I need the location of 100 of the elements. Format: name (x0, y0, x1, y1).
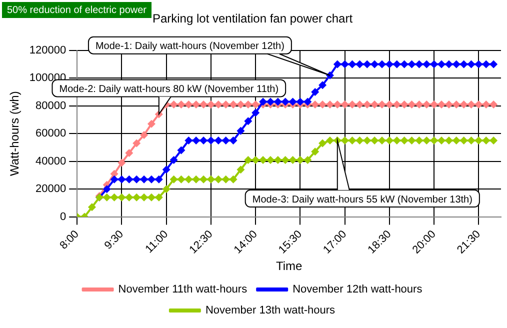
point (296, 156, 304, 164)
point (125, 149, 134, 158)
x-tick-label: 9:30 (102, 228, 126, 252)
point (363, 60, 372, 68)
point (274, 98, 282, 106)
point (356, 60, 364, 68)
point (452, 100, 460, 108)
point (244, 117, 252, 126)
point (266, 98, 274, 106)
point (467, 136, 476, 145)
point (318, 139, 327, 148)
point (281, 156, 290, 164)
point (252, 108, 260, 117)
point (467, 100, 476, 108)
point (140, 175, 148, 184)
point (400, 100, 408, 108)
point (170, 100, 178, 108)
point (170, 156, 178, 164)
point (318, 81, 327, 90)
point (363, 136, 372, 145)
point (415, 136, 424, 145)
point (192, 175, 200, 184)
point (363, 100, 372, 108)
point (184, 136, 193, 145)
point (452, 136, 460, 145)
point (236, 166, 245, 174)
point (438, 60, 446, 68)
y-tick-label: 120000 (29, 44, 66, 56)
point (348, 60, 356, 68)
point (154, 175, 163, 184)
point (288, 156, 297, 164)
point (444, 60, 453, 68)
x-axis-title: Time (276, 259, 302, 274)
point (118, 158, 126, 167)
annotation: Mode-1: Daily watt-hours (November 12th) (95, 41, 284, 52)
point (102, 185, 111, 194)
legend-label: November 12th watt-hours (292, 284, 423, 296)
point (110, 193, 118, 202)
point (222, 175, 230, 184)
point (296, 98, 304, 106)
point (400, 136, 408, 145)
y-tick-label: 20000 (36, 183, 66, 196)
point (356, 136, 364, 145)
point (162, 166, 170, 174)
y-tick-label: 80000 (36, 100, 66, 112)
point (400, 60, 408, 68)
point (177, 100, 186, 108)
point (102, 193, 111, 202)
point (288, 98, 297, 106)
point (281, 98, 290, 106)
point (162, 185, 170, 194)
point (415, 100, 424, 108)
point (408, 100, 416, 108)
point (200, 175, 208, 184)
point (170, 175, 178, 184)
y-tick-label: 60000 (36, 128, 66, 140)
point (147, 175, 156, 184)
point (311, 148, 320, 156)
point (311, 88, 320, 96)
point (154, 193, 163, 202)
point (222, 136, 230, 145)
point (467, 60, 476, 68)
legend-label: November 11th watt-hours (118, 284, 248, 296)
point (385, 60, 394, 68)
point (125, 175, 134, 184)
point (482, 60, 490, 68)
point (326, 136, 334, 145)
point (392, 60, 401, 68)
point (452, 60, 460, 68)
point (490, 100, 498, 108)
point (177, 175, 186, 184)
point (214, 175, 222, 184)
point (222, 100, 230, 108)
point (229, 100, 238, 108)
y-tick-label: 0 (60, 210, 66, 223)
point (118, 175, 126, 184)
chart-title: Parking lot ventilation fan power chart (152, 12, 354, 26)
point (482, 136, 490, 145)
point (229, 136, 238, 145)
legend-label: November 13th watt-hours (205, 304, 336, 317)
point (110, 175, 118, 184)
point (132, 139, 141, 148)
point (415, 60, 424, 68)
point (118, 193, 126, 202)
point (304, 156, 312, 164)
point (236, 126, 245, 135)
point (132, 193, 141, 202)
point (140, 193, 148, 202)
point (184, 100, 193, 108)
point (460, 60, 468, 68)
point (474, 60, 483, 68)
point (304, 98, 312, 106)
point (132, 175, 141, 184)
point (244, 156, 252, 164)
point (408, 136, 416, 145)
point (333, 60, 342, 68)
point (244, 100, 252, 108)
point (460, 136, 468, 145)
point (490, 60, 498, 68)
point (392, 100, 401, 108)
